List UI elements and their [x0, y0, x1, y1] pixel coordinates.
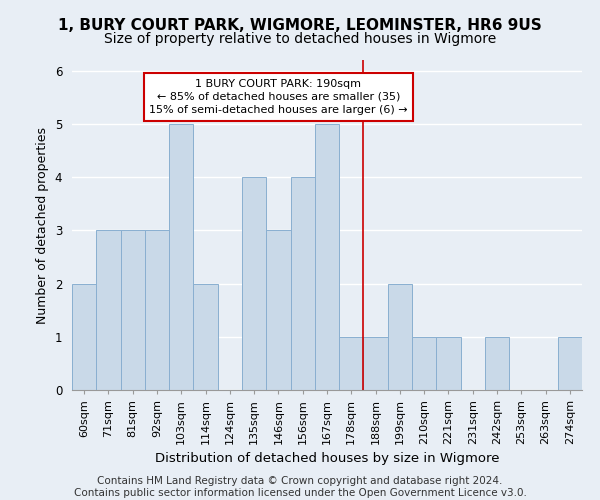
Bar [485, 337, 509, 390]
Bar [145, 230, 169, 390]
Bar [290, 177, 315, 390]
Bar [558, 337, 582, 390]
Bar [388, 284, 412, 390]
Text: 1, BURY COURT PARK, WIGMORE, LEOMINSTER, HR6 9US: 1, BURY COURT PARK, WIGMORE, LEOMINSTER,… [58, 18, 542, 32]
Bar [96, 230, 121, 390]
Bar [315, 124, 339, 390]
Bar [169, 124, 193, 390]
Bar [242, 177, 266, 390]
Bar [266, 230, 290, 390]
Text: 1 BURY COURT PARK: 190sqm
← 85% of detached houses are smaller (35)
15% of semi-: 1 BURY COURT PARK: 190sqm ← 85% of detac… [149, 78, 408, 115]
X-axis label: Distribution of detached houses by size in Wigmore: Distribution of detached houses by size … [155, 452, 499, 466]
Bar [412, 337, 436, 390]
Bar [364, 337, 388, 390]
Bar [72, 284, 96, 390]
Text: Size of property relative to detached houses in Wigmore: Size of property relative to detached ho… [104, 32, 496, 46]
Bar [436, 337, 461, 390]
Bar [193, 284, 218, 390]
Bar [339, 337, 364, 390]
Y-axis label: Number of detached properties: Number of detached properties [36, 126, 49, 324]
Bar [121, 230, 145, 390]
Text: Contains HM Land Registry data © Crown copyright and database right 2024.
Contai: Contains HM Land Registry data © Crown c… [74, 476, 526, 498]
